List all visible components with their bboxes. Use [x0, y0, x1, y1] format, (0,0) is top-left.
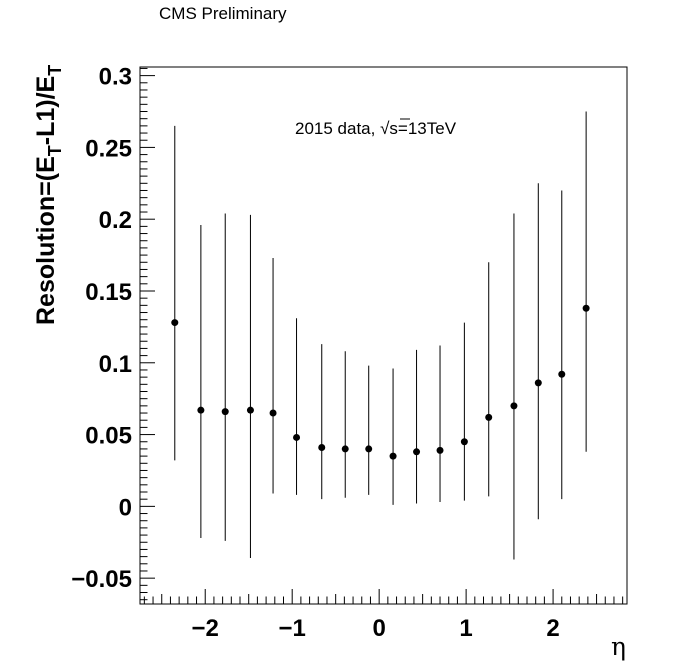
data-point	[485, 413, 493, 421]
data-point	[341, 445, 349, 453]
header-label: CMS Preliminary	[159, 4, 287, 23]
y-tick-label: 0.15	[85, 279, 132, 306]
y-tick-label: 0.2	[99, 207, 132, 234]
x-tick-label: −2	[192, 615, 219, 642]
data-points	[171, 111, 590, 560]
data-point	[460, 438, 468, 446]
annotation-prefix: 2015 data,	[295, 119, 380, 138]
data-point	[197, 406, 205, 414]
y-title-part-1: Resolution=(E	[32, 156, 60, 325]
x-tick-label: 2	[546, 615, 559, 642]
x-tick-label: 0	[372, 615, 385, 642]
y-title-sub-2: T	[45, 65, 65, 76]
plot-frame	[139, 66, 628, 605]
annotation-text: 2015 data, √s=13TeV	[295, 119, 457, 138]
data-point	[558, 370, 566, 378]
data-point	[269, 409, 277, 417]
annotation-rest: s=13TeV	[389, 119, 456, 138]
y-title-part-2: -L1)/E	[32, 76, 60, 145]
y-tick-label: 0.05	[85, 423, 132, 450]
y-axis-title: Resolution=(ET-L1)/ET	[32, 65, 65, 325]
data-point	[582, 304, 590, 312]
x-axis: −2 −1 0 1 2	[143, 589, 624, 642]
x-tick-label: −1	[279, 615, 306, 642]
y-tick-label: 0	[119, 494, 132, 521]
data-point	[221, 408, 229, 416]
data-point	[293, 433, 301, 441]
data-point	[534, 379, 542, 387]
data-point	[246, 406, 254, 414]
data-point	[510, 402, 518, 410]
x-tick-label: 1	[459, 615, 472, 642]
data-point	[389, 452, 397, 460]
data-point	[318, 443, 326, 451]
y-tick-label: 0.3	[99, 64, 132, 91]
y-title-sub-1: T	[45, 145, 65, 156]
y-tick-label: −0.05	[71, 566, 132, 593]
y-tick-label: 0.25	[85, 135, 132, 162]
data-point	[413, 448, 421, 456]
data-point	[171, 319, 179, 327]
data-point	[436, 446, 444, 454]
sqrt-symbol: √	[380, 119, 390, 138]
y-tick-label: 0.1	[99, 351, 132, 378]
x-axis-title: η	[611, 632, 626, 661]
data-point	[365, 445, 373, 453]
y-axis: −0.05 0 0.05 0.1 0.15 0.2 0.25 0.3	[71, 64, 155, 601]
